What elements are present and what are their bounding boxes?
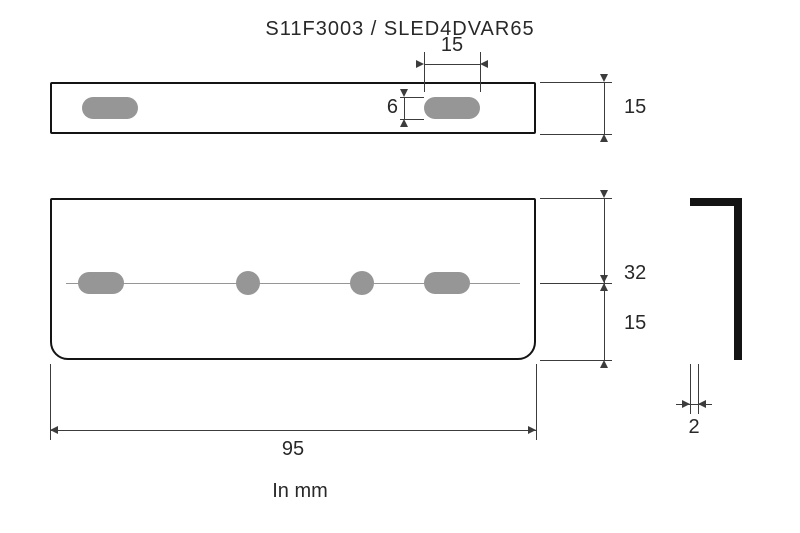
top-slot-right [424, 97, 480, 119]
units-label: In mm [0, 480, 600, 503]
drawing-title: S11F3003 / SLED4DVAR65 [0, 18, 800, 41]
dim-arrow [600, 134, 608, 142]
dim-label-top-height: 15 [624, 96, 664, 119]
dim-line-front-15 [604, 283, 605, 360]
dim-arrow [600, 74, 608, 82]
dim-arrow [600, 190, 608, 198]
dim-line-top-height [604, 82, 605, 134]
top-slot-left [82, 97, 138, 119]
dim-ext-line [424, 52, 425, 92]
dim-ext-line [536, 364, 537, 440]
dim-arrow [528, 426, 536, 434]
profile-vertical-leg [734, 198, 742, 360]
dim-arrow [50, 426, 58, 434]
dim-ext-line [690, 364, 691, 414]
front-hole-1 [236, 271, 260, 295]
dim-ext-line [540, 82, 612, 83]
dim-label-slot-height: 6 [370, 96, 398, 119]
dim-line-slot-width [424, 64, 480, 65]
front-hole-2 [350, 271, 374, 295]
dim-line-slot-height [404, 97, 405, 119]
dim-label-base-width: 95 [268, 438, 318, 461]
dim-line-front-32 [604, 198, 605, 283]
dim-line-base-width [50, 430, 536, 431]
dim-arrow [480, 60, 488, 68]
dim-arrow [600, 360, 608, 368]
dim-arrow [600, 275, 608, 283]
dim-label-front-15: 15 [624, 312, 664, 335]
front-slot-right [424, 272, 470, 294]
dim-ext-line [480, 52, 481, 92]
dim-arrow [400, 119, 408, 127]
dim-label-slot-width: 15 [432, 34, 472, 57]
dim-ext-line [540, 198, 612, 199]
dim-label-front-32: 32 [624, 262, 664, 285]
dim-arrow [400, 89, 408, 97]
dim-arrow [416, 60, 424, 68]
dim-arrow [698, 400, 706, 408]
front-slot-left [78, 272, 124, 294]
dim-label-profile-2: 2 [680, 416, 708, 439]
dim-arrow [682, 400, 690, 408]
